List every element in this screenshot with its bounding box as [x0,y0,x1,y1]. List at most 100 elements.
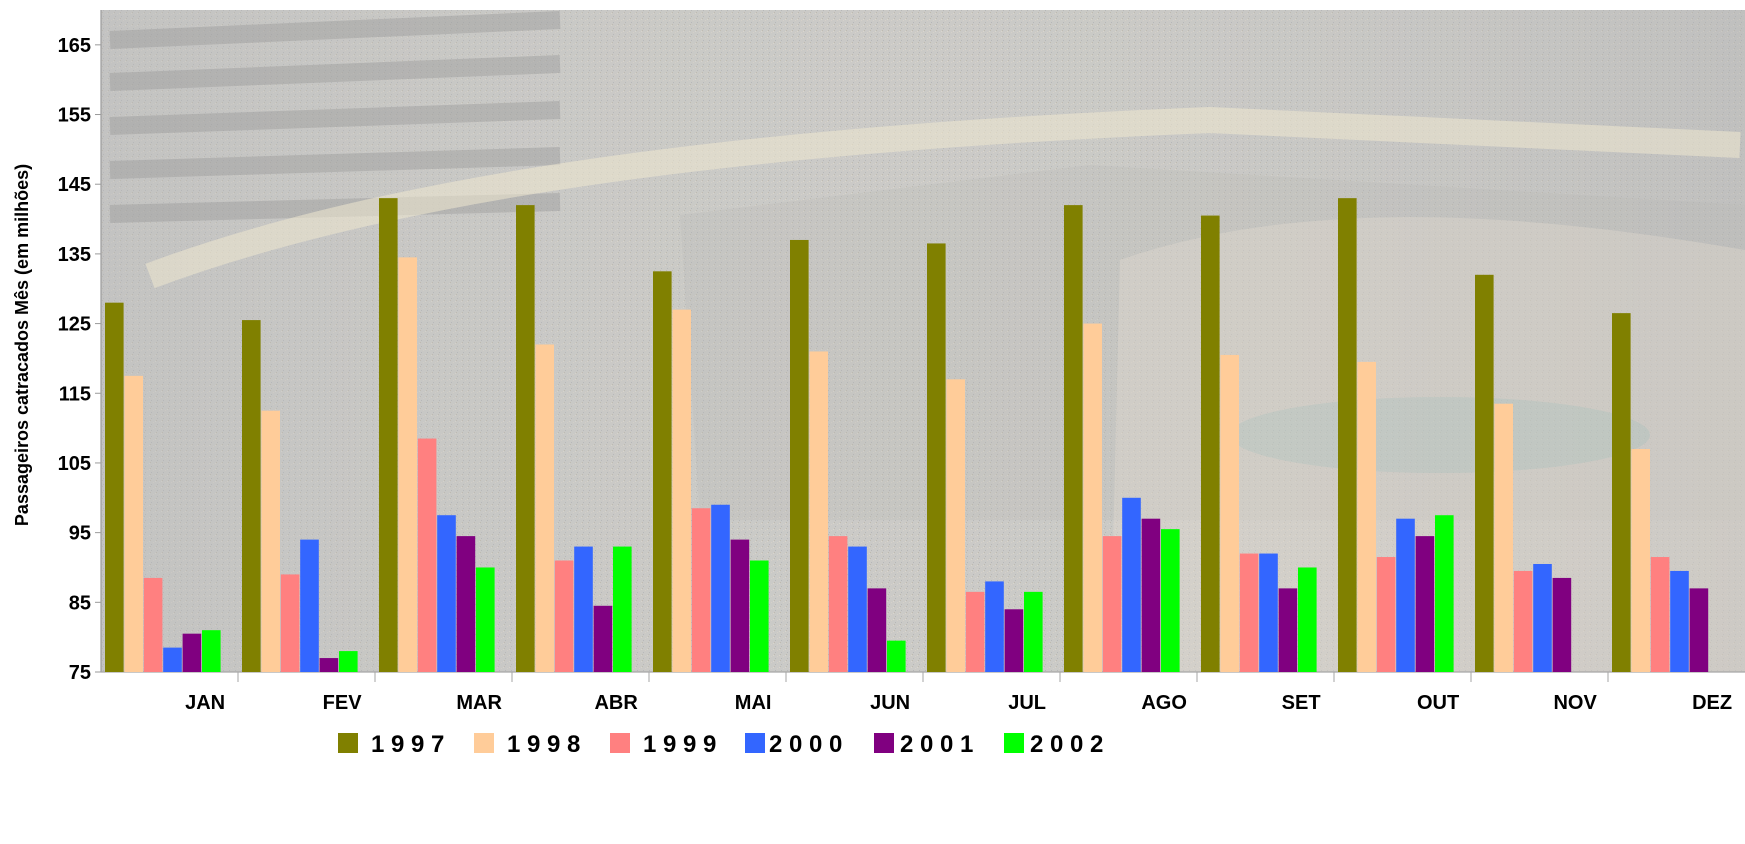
bar-1997-JUN [790,239,809,673]
bar-2000-AGO [1122,497,1141,672]
legend-label: 2 0 0 0 [769,731,842,758]
bar-1997-AGO [1064,205,1083,672]
bar-1997-ABR [516,205,535,672]
bar-2002-JUL [1024,591,1043,672]
bar-1998-FEV [261,410,280,672]
bar-2000-FEV [300,539,319,672]
legend-swatch [874,733,894,753]
bar-1999-OUT [1376,557,1396,672]
bar-2001-JUL [1004,609,1024,672]
legend-item-1999: 1 9 9 9 [610,731,716,758]
bar-1997-MAR [379,198,398,672]
bar-2002-OUT [1435,515,1454,672]
legend-swatch [1004,733,1024,753]
bar-2001-OUT [1415,536,1435,672]
x-tick-label: DEZ [1692,692,1732,714]
bar-1997-FEV [242,320,261,672]
legend-swatch [745,733,765,753]
y-tick-label: 125 [58,314,91,336]
bar-2000-SET [1259,553,1278,672]
bar-1998-NOV [1494,403,1513,672]
bar-2001-JUN [867,588,887,672]
x-axis: JAN FEV MAR ABR MAI JUN JUL AGO SET OUT NOV DEZ [101,671,1745,714]
bar-2000-ABR [574,546,593,672]
legend-item-2002: 2 0 0 2 [1004,731,1103,758]
x-tick-label: NOV [1553,692,1597,714]
bar-1998-SET [1220,354,1239,672]
legend-item-1998: 1 9 9 8 [474,731,580,758]
y-tick-label: 165 [58,35,91,57]
legend-item-1997: 1 9 9 7 [338,731,444,758]
bar-1999-DEZ [1650,557,1670,672]
bar-2000-MAR [437,515,456,672]
bar-2002-ABR [613,546,632,672]
legend-swatch [474,733,494,753]
bar-2000-JUL [985,581,1004,672]
x-tick-label: MAI [735,692,772,714]
bar-1999-NOV [1513,570,1533,672]
bar-1998-AGO [1083,323,1102,672]
y-tick-label: 145 [58,174,91,196]
bar-1998-DEZ [1631,449,1650,672]
bar-2001-FEV [319,658,339,672]
bar-1999-SET [1239,553,1259,672]
bar-1998-MAR [398,257,417,672]
y-tick-label: 105 [58,453,91,475]
bar-1999-JAN [143,577,163,672]
bar-1997-MAI [653,271,672,672]
bar-1998-JUL [946,379,965,672]
bar-1998-OUT [1357,361,1376,672]
x-tick-label: MAR [456,692,502,714]
legend-label: 1 9 9 7 [371,731,444,758]
legend-swatch [338,733,358,753]
bar-1998-ABR [535,344,554,672]
bar-2000-MAI [711,504,730,672]
bar-1997-NOV [1475,274,1494,672]
bar-1999-MAR [417,438,437,672]
bar-1999-JUN [828,536,848,672]
bar-2000-JUN [848,546,867,672]
y-tick-label: 95 [69,523,91,545]
x-tick-label: AGO [1141,692,1187,714]
bar-1997-OUT [1338,198,1357,672]
y-axis-label: Passageiros catracados Mês (em milhões) [12,164,32,526]
x-tick-label: ABR [594,692,638,714]
y-axis: 75 85 95 105 115 125 135 145 155 165 [58,10,102,684]
bar-1997-SET [1201,215,1220,672]
bar-2001-MAI [730,539,750,672]
bar-1999-MAI [691,508,711,672]
bar-2002-JAN [202,630,221,672]
bar-2002-JUN [887,640,906,672]
bar-2001-JAN [182,633,202,672]
bars [105,198,1709,673]
legend: 1 9 9 7 1 9 9 8 1 9 9 9 2 0 0 0 2 0 0 1 2 0 0… [338,731,1103,758]
y-tick-label: 115 [59,383,91,405]
y-tick-label: 85 [69,592,91,614]
bar-1999-FEV [280,574,300,672]
bar-2001-NOV [1552,577,1572,672]
x-tick-label: JUL [1008,692,1046,714]
bar-2000-NOV [1533,563,1552,672]
bar-2000-OUT [1396,518,1415,672]
bar-2001-ABR [593,605,613,672]
bar-1997-DEZ [1612,313,1631,672]
bar-1998-MAI [672,309,691,672]
bar-2001-AGO [1141,518,1161,672]
legend-label: 1 9 9 9 [643,731,716,758]
legend-label: 2 0 0 2 [1030,731,1103,758]
bar-1999-JUL [965,591,985,672]
bar-1999-ABR [554,560,574,672]
y-tick-label: 75 [69,662,91,684]
bar-2001-MAR [456,536,476,672]
legend-label: 2 0 0 1 [900,731,973,758]
x-tick-label: JUN [870,692,910,714]
bar-2000-DEZ [1670,570,1689,672]
bar-2002-FEV [339,651,358,672]
y-tick-label: 135 [58,244,91,266]
bar-2000-JAN [163,647,182,672]
bar-2001-SET [1278,588,1298,672]
bar-1998-JUN [809,351,828,672]
x-tick-label: SET [1282,692,1321,714]
bar-1999-AGO [1102,536,1122,672]
